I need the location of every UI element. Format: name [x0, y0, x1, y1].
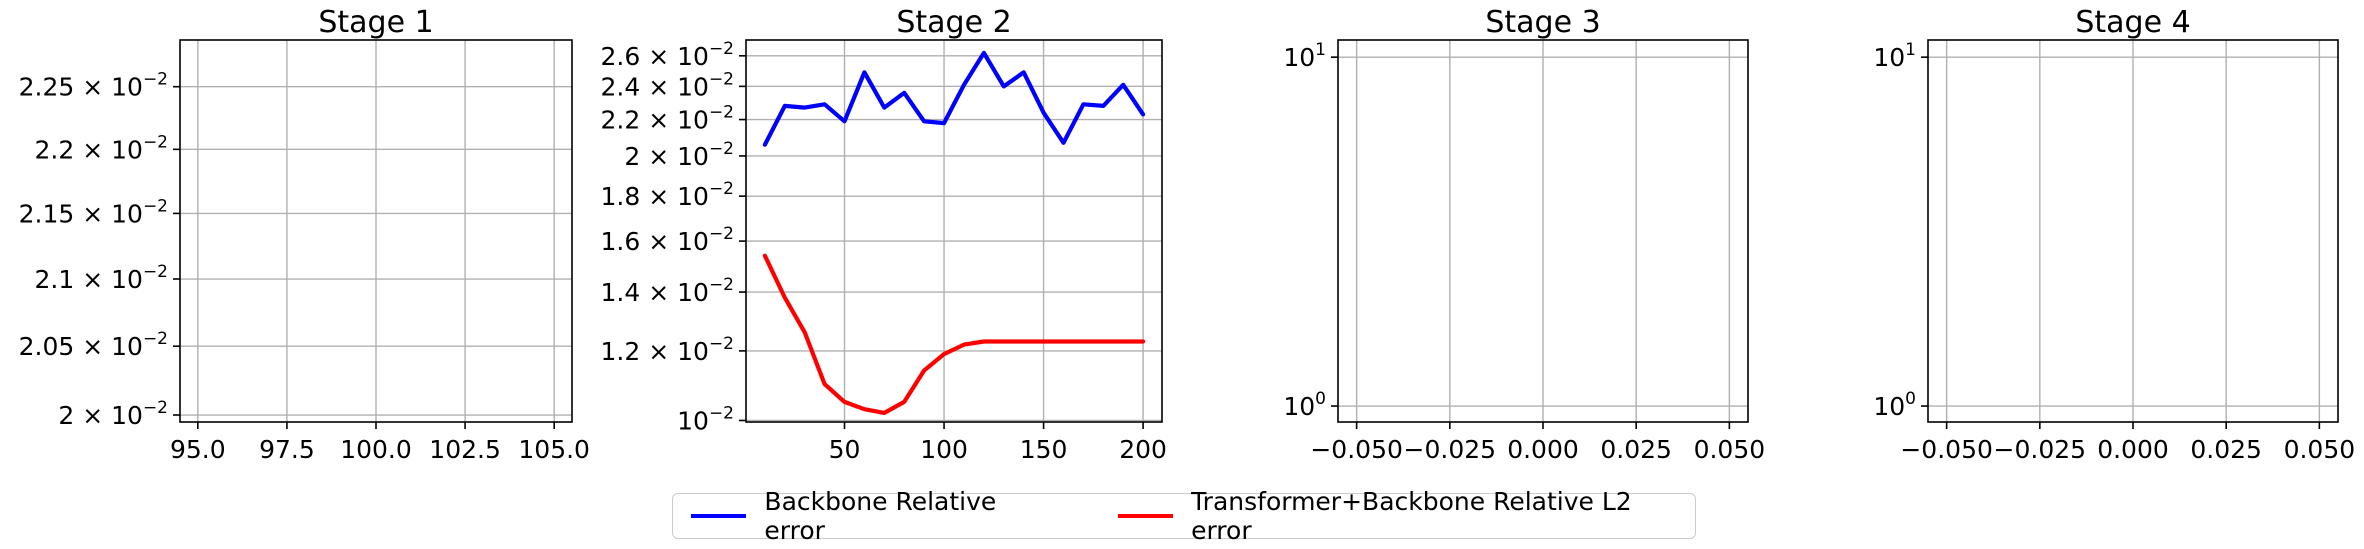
y-tick-label: 101 — [1873, 40, 1916, 72]
y-tick-label: 2.1 × 10−2 — [35, 262, 168, 294]
legend-label-backbone: Backbone Relative error — [764, 487, 997, 545]
y-tick-label: 2 × 10−2 — [624, 139, 734, 171]
y-tick-label: 1.8 × 10−2 — [601, 179, 734, 211]
panel-stage-3: Stage 3 −0.050 −0.025 0.000 0.025 0.050 101 100 — [1283, 5, 1765, 464]
y-tick-label: 2.2 × 10−2 — [35, 132, 168, 164]
y-tick-label: 1.2 × 10−2 — [601, 334, 734, 366]
x-tick-label: 200 — [1119, 435, 1167, 464]
axes-frame — [745, 39, 1163, 423]
y-tick-label: 10−2 — [677, 403, 734, 435]
y-tick-label: 2.05 × 10−2 — [19, 329, 168, 361]
x-tick-label: −0.025 — [1404, 435, 1497, 464]
legend-item-backbone: Backbone Relative error — [681, 487, 1062, 545]
x-tick-label: −0.025 — [1994, 435, 2087, 464]
x-tick-label: 150 — [1020, 435, 1068, 464]
panel-title: Stage 1 — [318, 5, 433, 40]
y-tick-label: 100 — [1283, 389, 1326, 421]
x-tick-label: −0.050 — [1310, 435, 1403, 464]
y-tick-label: 2.25 × 10−2 — [19, 70, 168, 102]
x-tick-label: 0.050 — [2284, 435, 2356, 464]
y-tick-label: 100 — [1873, 389, 1916, 421]
panel-stage-1: Stage 1 95.0 97.5 100.0 102.5 105.0 2.25 × 10−… — [19, 5, 590, 464]
x-tick-label: 50 — [829, 435, 861, 464]
x-tick-label: 105.0 — [518, 435, 590, 464]
x-tick-label: 100.0 — [340, 435, 412, 464]
legend-label-transformer: Transformer+Backbone Relative L2 error — [1191, 487, 1632, 545]
y-tick-label: 2.15 × 10−2 — [19, 196, 168, 228]
y-tick-label: 2.4 × 10−2 — [601, 69, 734, 101]
y-tick-label: 2 × 10−2 — [58, 398, 168, 430]
x-tick-label: 0.025 — [2190, 435, 2262, 464]
x-tick-label: 102.5 — [429, 435, 501, 464]
legend-swatch-transformer — [1117, 514, 1174, 518]
x-tick-label: 0.050 — [1694, 435, 1766, 464]
panel-title: Stage 3 — [1485, 5, 1600, 40]
panel-title: Stage 4 — [2075, 5, 2190, 40]
legend-swatch-backbone — [691, 514, 747, 518]
legend: Backbone Relative error Transformer+Back… — [672, 487, 1696, 545]
legend-item-transformer: Transformer+Backbone Relative L2 error — [1108, 487, 1695, 545]
y-tick-label: 101 — [1283, 40, 1326, 72]
x-tick-label: 0.000 — [2097, 435, 2169, 464]
y-tick-label: 2.2 × 10−2 — [601, 103, 734, 135]
x-tick-label: 95.0 — [170, 435, 226, 464]
series-line-backbone — [762, 50, 1146, 147]
panel-title: Stage 2 — [896, 5, 1011, 40]
panel-stage-4: Stage 4 −0.050 −0.025 0.000 0.025 0.050 101 100 — [1873, 5, 2355, 464]
x-tick-label: 0.025 — [1600, 435, 1672, 464]
x-tick-label: 0.000 — [1507, 435, 1579, 464]
y-tick-label: 1.4 × 10−2 — [601, 275, 734, 307]
y-tick-label: 1.6 × 10−2 — [601, 224, 734, 256]
x-tick-label: 97.5 — [259, 435, 315, 464]
panel-stage-2: Stage 2 50 100 150 200 2.6 × 10−22.4 × 10−22.… — [601, 5, 1167, 464]
series-line-transformer — [762, 253, 1146, 415]
x-tick-label: −0.050 — [1900, 435, 1993, 464]
y-tick-label: 2.6 × 10−2 — [601, 39, 734, 71]
x-tick-label: 100 — [920, 435, 968, 464]
